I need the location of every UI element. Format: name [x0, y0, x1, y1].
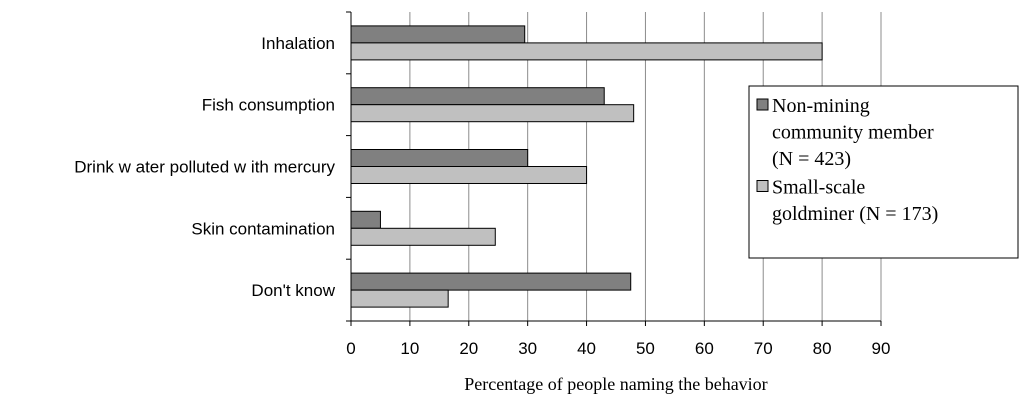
category-label: Fish consumption — [202, 96, 335, 115]
legend-swatch-non-mining — [756, 98, 769, 111]
bar-non-mining — [350, 25, 526, 44]
bar-goldminer — [350, 42, 823, 61]
x-tick-label: 10 — [400, 339, 419, 358]
legend-label: community member — [772, 122, 934, 144]
legend-swatch-goldminer — [756, 180, 769, 192]
legend-box — [748, 85, 1019, 259]
category-label: Drink w ater polluted w ith mercury — [74, 158, 335, 177]
category-label: Inhalation — [261, 34, 335, 53]
x-tick-label: 60 — [695, 339, 714, 358]
bar-goldminer — [350, 104, 635, 123]
legend-label: Small-scale — [772, 177, 865, 199]
x-tick-label: 80 — [813, 339, 832, 358]
axes — [346, 11, 882, 326]
category-label: Skin contamination — [191, 219, 335, 238]
x-tick-label: 20 — [459, 339, 478, 358]
bar-non-mining — [350, 210, 381, 229]
bar-non-mining — [350, 87, 605, 106]
x-tick-label: 70 — [754, 339, 773, 358]
bar-goldminer — [350, 227, 496, 246]
category-labels: Inhalation Fish consumption Drink w ater p… — [74, 34, 335, 300]
legend-label: goldminer (N = 173) — [772, 203, 938, 225]
category-label: Don't know — [251, 281, 335, 300]
x-tick-label: 0 — [346, 339, 355, 358]
x-tick-labels: 0 10 20 30 40 50 60 70 80 90 — [346, 339, 890, 358]
bar-non-mining — [350, 272, 632, 291]
x-tick-label: 50 — [636, 339, 655, 358]
bar-non-mining — [350, 149, 529, 167]
bar-goldminer — [350, 166, 588, 184]
legend-label: (N = 423) — [772, 148, 851, 170]
legend: Non-mining community member (N = 423) Small… — [748, 85, 1019, 259]
bar-goldminer — [350, 289, 449, 308]
x-tick-label: 40 — [577, 339, 596, 358]
legend-label: Non-mining — [772, 95, 870, 117]
x-tick-label: 30 — [518, 339, 537, 358]
x-tick-label: 90 — [872, 339, 891, 358]
x-axis-title: Percentage of people naming the behavior — [464, 374, 767, 394]
